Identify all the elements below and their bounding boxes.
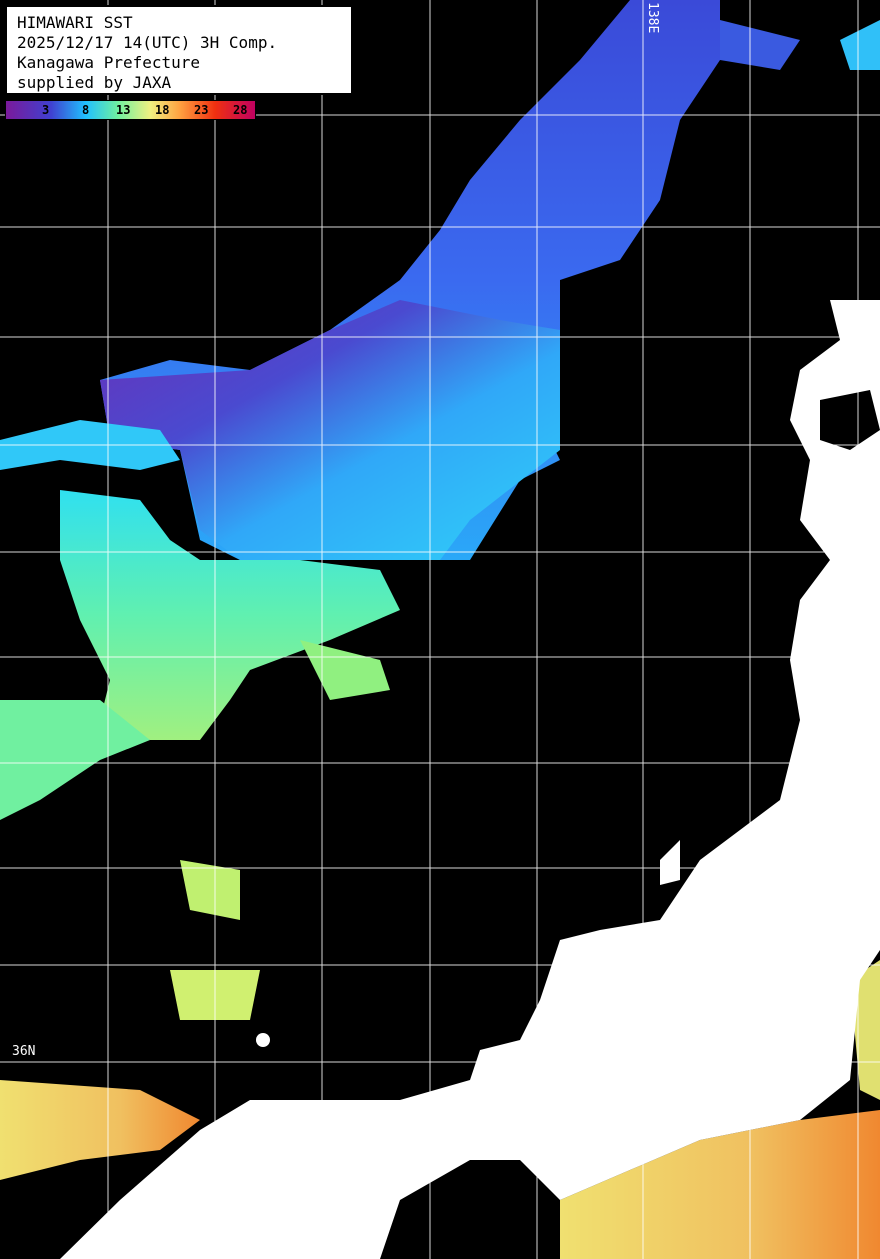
color-scale-bar: 3 8 13 18 23 28 xyxy=(5,100,256,120)
latitude-label: 36N xyxy=(12,1044,36,1059)
scale-tick: 13 xyxy=(116,103,131,117)
scale-tick: 18 xyxy=(155,103,170,117)
map-title: HIMAWARI SST xyxy=(17,13,133,32)
longitude-label: 138E xyxy=(645,2,660,34)
land xyxy=(60,300,880,1259)
scale-tick: 28 xyxy=(233,103,248,117)
map-region: Kanagawa Prefecture xyxy=(17,53,201,72)
scale-tick: 8 xyxy=(82,103,90,117)
scale-tick: 23 xyxy=(194,103,209,117)
map-credit: supplied by JAXA xyxy=(17,73,172,92)
scale-tick: 3 xyxy=(42,103,50,117)
map-datetime: 2025/12/17 14(UTC) 3H Comp. xyxy=(17,33,278,52)
info-box: HIMAWARI SST 2025/12/17 14(UTC) 3H Comp.… xyxy=(5,5,353,95)
